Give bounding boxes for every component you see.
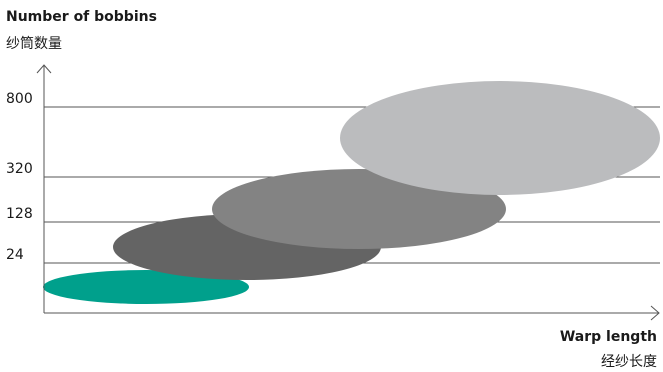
bubble: [340, 81, 660, 195]
x-axis-title-cn: 经纱长度: [601, 351, 657, 371]
y-tick-label: 320: [6, 161, 33, 177]
y-axis-title: Number of bobbins: [6, 9, 157, 25]
y-tick-label: 24: [6, 247, 24, 263]
y-tick-label: 800: [6, 91, 33, 107]
x-axis-title: Warp length: [560, 329, 657, 345]
y-tick-label: 128: [6, 206, 33, 222]
y-axis-title-cn: 纱筒数量: [6, 33, 62, 53]
